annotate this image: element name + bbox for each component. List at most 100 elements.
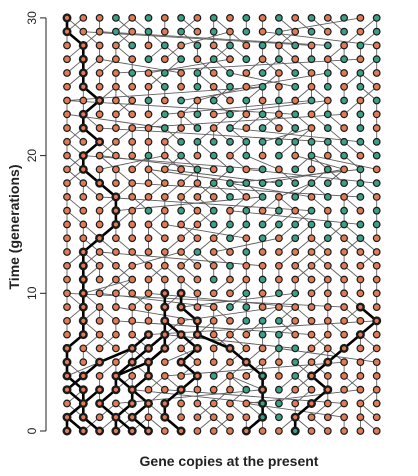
gene-copy-node <box>340 427 349 435</box>
gene-copy-node <box>128 248 137 256</box>
gene-copy-node <box>340 110 349 119</box>
gene-copy-node <box>340 330 349 339</box>
gene-copy-node <box>193 261 202 270</box>
gene-copy-node <box>193 248 202 256</box>
gene-copy-node <box>177 206 186 215</box>
gene-copy-node <box>372 372 381 380</box>
gene-copy-node <box>209 13 218 22</box>
lineage-node <box>78 288 88 298</box>
gene-copy-node <box>160 275 169 284</box>
gene-copy-node <box>63 220 71 229</box>
gene-copy-node <box>144 151 153 160</box>
gene-copy-node <box>356 289 365 298</box>
lineage-node <box>95 233 105 243</box>
gene-copy-node <box>340 193 349 201</box>
lineage-node <box>62 13 72 23</box>
lineage-node <box>192 316 202 326</box>
gene-copy-node <box>258 275 267 284</box>
gene-copy-node <box>111 179 120 188</box>
gene-copy-node <box>323 399 332 408</box>
gene-copy-node <box>226 82 234 91</box>
gene-copy-node <box>307 13 316 22</box>
gene-copy-node <box>209 151 218 160</box>
gene-copy-node <box>226 151 234 160</box>
gene-copy-node <box>209 82 218 91</box>
gene-copy-node <box>291 316 300 325</box>
gene-copy-node <box>242 261 251 270</box>
gene-copy-node <box>144 220 153 229</box>
gene-copy-node <box>291 193 300 201</box>
gene-copy-node <box>340 248 349 256</box>
gene-copy-node <box>291 82 300 91</box>
gene-copy-node <box>226 220 234 229</box>
gene-copy-node <box>226 124 234 132</box>
gene-copy-node <box>226 193 234 201</box>
ancestry-link <box>99 251 263 267</box>
lineage-node <box>143 357 153 367</box>
gene-copy-node <box>193 193 202 201</box>
gene-copy-node <box>275 124 283 132</box>
gene-copy-node <box>209 69 218 77</box>
gene-copy-node <box>144 165 153 174</box>
gene-copy-node <box>372 358 381 367</box>
gene-copy-node <box>242 330 251 339</box>
gene-copy-node <box>193 234 202 243</box>
gene-copy-node <box>128 69 137 77</box>
gene-copy-node <box>144 385 153 394</box>
ancestry-link <box>148 58 231 74</box>
gene-copy-node <box>356 13 365 22</box>
ancestry-link <box>229 127 361 143</box>
gene-copy-node <box>144 110 153 119</box>
lineage-node <box>176 288 186 298</box>
lineage-node <box>225 343 235 353</box>
gene-copy-node <box>160 96 169 105</box>
gene-copy-node <box>177 41 186 50</box>
gene-copy-node <box>177 165 186 174</box>
ancestry-link <box>246 155 280 170</box>
gene-copy-node <box>226 399 234 408</box>
lineage-node <box>355 302 365 312</box>
gene-copy-node <box>177 261 186 270</box>
gene-copy-node <box>242 41 251 50</box>
gene-copy-node <box>128 55 137 64</box>
gene-copy-node <box>372 413 381 422</box>
gene-copy-node <box>307 41 316 50</box>
gene-copy-node <box>111 124 120 132</box>
gene-copy-node <box>144 27 153 36</box>
gene-copy-node <box>275 261 283 270</box>
gene-copy-node <box>209 427 218 435</box>
gene-copy-node <box>307 413 316 422</box>
gene-copy-node <box>291 206 300 215</box>
lineage-node <box>78 109 88 119</box>
gene-copy-node <box>356 151 365 160</box>
gene-copy-node <box>111 69 120 77</box>
gene-copy-node <box>356 55 365 64</box>
gene-copy-node <box>356 41 365 50</box>
ancestry-link <box>180 31 231 46</box>
gene-copy-node <box>193 275 202 284</box>
x-axis-title: Gene copies at the present <box>140 453 319 469</box>
gene-copy-node <box>128 82 137 91</box>
gene-copy-node <box>177 69 186 77</box>
gene-copy-node <box>242 96 251 105</box>
gene-copy-node <box>340 234 349 243</box>
gene-copy-node <box>193 206 202 215</box>
gene-copy-node <box>242 69 251 77</box>
lineage-node <box>127 412 137 422</box>
gene-copy-node <box>63 179 71 188</box>
gene-copy-node <box>291 330 300 339</box>
gene-copy-node <box>372 69 381 77</box>
gene-copy-node <box>209 358 218 367</box>
gene-copy-node <box>323 137 332 146</box>
gene-copy-node <box>128 289 137 298</box>
gene-copy-node <box>128 330 137 339</box>
gene-copy-node <box>193 358 202 367</box>
lineage-node <box>95 137 105 147</box>
gene-copy-node <box>242 82 251 91</box>
gene-copy-node <box>128 206 137 215</box>
gene-copy-node <box>242 289 251 298</box>
lineage-node <box>290 412 300 422</box>
lineage-node <box>192 343 202 353</box>
gene-copy-node <box>63 275 71 284</box>
gene-copy-node <box>340 220 349 229</box>
